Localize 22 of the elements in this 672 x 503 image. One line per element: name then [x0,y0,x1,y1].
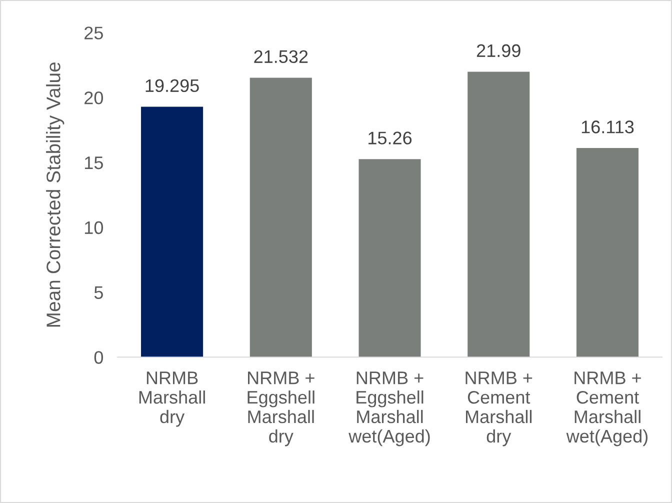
data-label: 16.113 [582,120,634,134]
x-tick-label: NRMB + Cement Marshall dry [466,372,532,446]
data-label: 19.295 [146,79,199,92]
bar [468,72,530,358]
y-tick-label: 25 [84,26,103,40]
data-label: 21.532 [254,50,308,64]
data-label: 15.26 [368,132,412,144]
x-tick-label: NRMB Marshall dry [139,372,205,427]
y-tick-label: 5 [94,286,103,299]
y-axis-title: Mean Corrected Stability Value [46,62,64,327]
bar [141,106,204,358]
x-tick-label: NRMB + Eggshell Marshall wet(Aged) [348,372,430,446]
y-tick-label: 20 [84,92,104,104]
bar [358,159,421,358]
y-tick-label: 15 [85,156,103,170]
y-tick-label: 0 [94,351,104,364]
bar [576,148,639,358]
y-tick-label: 10 [85,221,104,234]
x-tick-label: NRMB + Cement Marshall wet(Aged) [566,372,648,446]
data-label: 21.99 [476,44,520,58]
x-tick-label: NRMB + Eggshell Marshall dry [248,372,314,446]
bar [250,78,312,358]
